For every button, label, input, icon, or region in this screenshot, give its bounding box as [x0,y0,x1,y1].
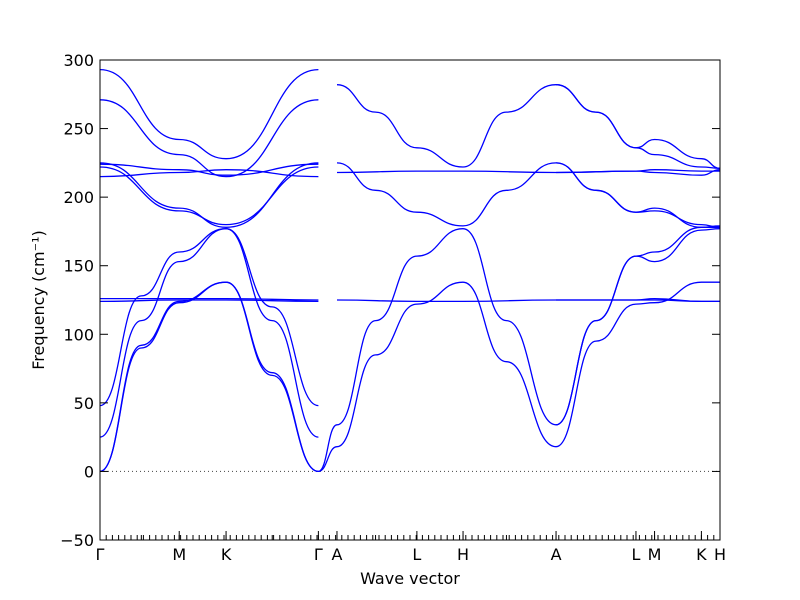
phonon-band-1 [99,281,319,473]
x-tick-label: H [457,545,469,564]
x-tick-label: H [714,545,726,564]
x-tick-label: K [696,545,707,564]
phonon-band-14 [336,281,557,448]
phonon-band-21 [555,228,721,426]
phonon-band-8 [99,169,319,178]
phonon-band-26 [555,169,720,174]
y-tick-label: −50 [60,531,94,550]
y-tick-label: 50 [74,394,94,413]
phonon-band-28 [555,162,720,228]
x-tick-label: M [172,545,186,564]
x-axis-label: Wave vector [360,569,460,588]
x-tick-label: Γ [314,545,323,564]
phonon-band-18 [336,162,557,227]
x-tick-label: A [332,545,343,564]
phonon-band-9 [99,163,319,176]
x-tick-label: A [551,545,562,564]
y-tick-label: 250 [63,120,94,139]
phonon-band-2 [99,228,319,438]
phonon-band-24 [555,297,720,303]
phonon-band-17 [336,170,557,174]
x-tick-label: M [648,545,662,564]
y-tick-label: 200 [63,188,94,207]
y-tick-label: 300 [63,51,94,70]
y-tick-label: 0 [84,462,94,481]
x-tick-label: L [412,545,421,564]
phonon-band-0 [99,281,319,473]
phonon-band-4 [99,299,319,303]
x-tick-label: Γ [96,545,105,564]
phonon-band-30 [555,84,721,169]
phonon-band-16 [336,299,557,303]
phonon-band-5 [100,297,319,301]
phonon-band-20 [555,281,720,448]
phonon-band-11 [99,68,319,160]
phonon-band-22 [555,225,721,426]
y-tick-label: 100 [63,325,94,344]
phonon-band-3 [99,228,319,407]
phonon-band-13 [318,446,338,473]
x-tick-label: K [221,545,232,564]
phonon-band-7 [99,162,319,228]
y-axis-label: Frequency (cm⁻¹) [29,230,48,369]
phonon-band-19 [336,84,557,168]
phonon-band-15 [336,228,557,426]
phonon-band-29 [555,84,721,169]
phonon-band-10 [99,99,319,178]
x-tick-label: L [631,545,640,564]
y-tick-label: 150 [63,257,94,276]
